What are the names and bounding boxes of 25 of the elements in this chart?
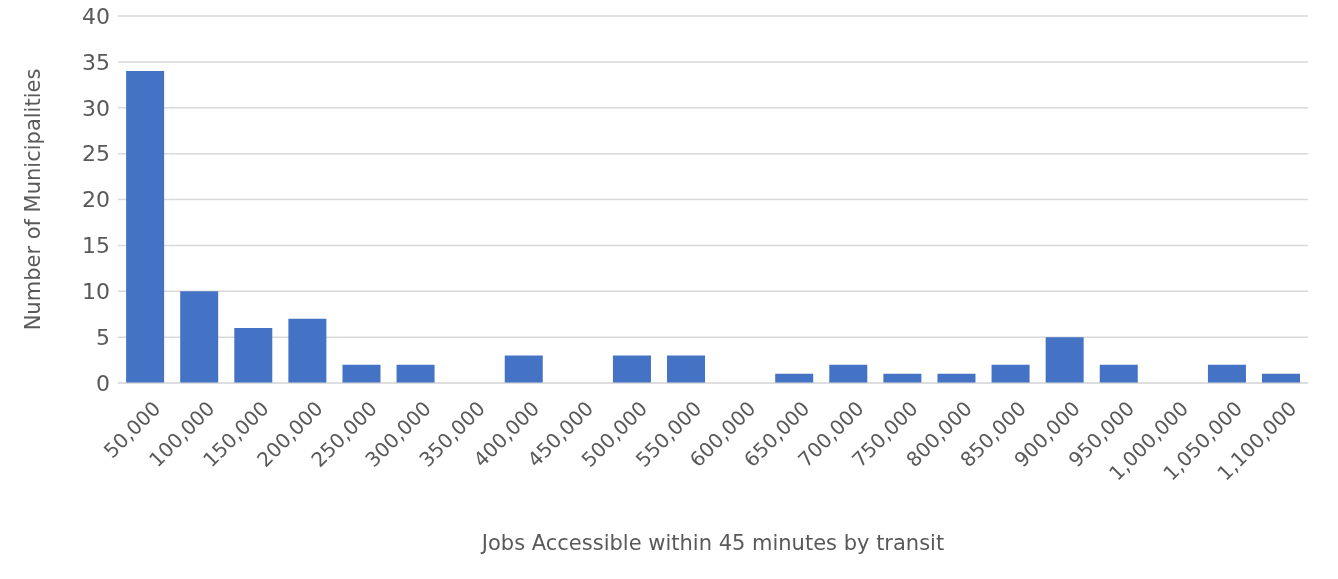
y-tick-label: 20 xyxy=(82,187,110,213)
bar xyxy=(991,364,1030,383)
x-axis-title: Jobs Accessible within 45 minutes by transit xyxy=(479,531,945,555)
bar xyxy=(288,318,327,383)
y-tick-label: 15 xyxy=(82,233,110,259)
bar xyxy=(1099,364,1138,383)
bar xyxy=(126,71,165,383)
y-tick-label: 40 xyxy=(82,3,110,29)
bar xyxy=(612,355,651,383)
y-tick-label: 30 xyxy=(82,95,110,121)
bar xyxy=(504,355,543,383)
y-tick-label: 0 xyxy=(96,370,110,396)
bar xyxy=(1207,364,1246,383)
y-tick-label: 10 xyxy=(82,279,110,305)
bar xyxy=(667,355,706,383)
bar xyxy=(180,291,219,383)
bar xyxy=(342,364,381,383)
bar xyxy=(829,364,868,383)
bar xyxy=(396,364,435,383)
y-tick-label: 5 xyxy=(96,324,110,350)
y-tick-label: 35 xyxy=(82,49,110,75)
y-axis-title: Number of Municipalities xyxy=(21,68,46,331)
y-tick-label: 25 xyxy=(82,141,110,167)
bar xyxy=(234,327,273,383)
bar xyxy=(1045,337,1084,383)
